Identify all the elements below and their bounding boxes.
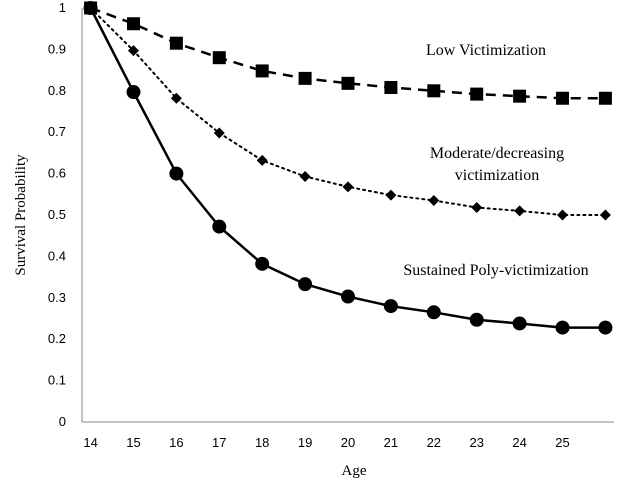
- y-tick-label: 0.3: [48, 290, 66, 305]
- data-point-circle: [126, 85, 141, 100]
- series-sustained-poly-victimization: [83, 1, 613, 335]
- data-point-square: [513, 89, 527, 103]
- y-tick-label: 0.5: [48, 207, 66, 222]
- series-label: victimization: [455, 167, 539, 184]
- data-point-square: [255, 64, 269, 78]
- series-label: Moderate/decreasing: [430, 145, 564, 162]
- x-tick-label: 18: [255, 435, 269, 450]
- series-label: Sustained Poly-victimization: [403, 262, 588, 279]
- data-point-circle: [341, 289, 355, 304]
- axes: 0 0.1 0.2 0.3 0.4 0.5 0.6 0.7 0.8 0.9 1 14 15 16 17 18 1…: [48, 0, 614, 450]
- series-low-victimization: [84, 1, 612, 105]
- y-tick-label: 1: [59, 0, 66, 15]
- data-point-circle: [212, 219, 227, 234]
- x-tick-label: 22: [427, 435, 441, 450]
- data-point-diamond: [385, 189, 397, 201]
- data-point-diamond: [127, 45, 139, 57]
- data-point-square: [126, 17, 140, 31]
- data-point-diamond: [299, 170, 311, 182]
- data-point-circle: [83, 1, 98, 15]
- data-point-diamond: [256, 154, 268, 166]
- y-tick-label: 0: [59, 414, 66, 429]
- data-point-square: [169, 36, 183, 50]
- data-point-square: [598, 91, 612, 105]
- series-layer: [83, 1, 613, 335]
- data-point-square: [298, 71, 312, 85]
- series-label: Low Victimization: [426, 42, 546, 59]
- data-point-square: [341, 76, 355, 90]
- data-point-square: [212, 51, 226, 65]
- data-point-diamond: [599, 209, 611, 221]
- data-point-circle: [298, 277, 313, 292]
- data-point-circle: [169, 166, 184, 181]
- data-point-circle: [469, 312, 484, 327]
- data-point-square: [384, 80, 398, 94]
- data-point-circle: [512, 316, 527, 331]
- data-point-diamond: [514, 205, 526, 217]
- x-tick-label: 20: [341, 435, 355, 450]
- x-tick-label: 16: [169, 435, 183, 450]
- data-point-square: [470, 87, 484, 101]
- x-tick-label: 23: [469, 435, 483, 450]
- data-point-circle: [598, 320, 613, 335]
- labels-layer: Low Victimization Moderate/decreasing vict…: [403, 42, 588, 279]
- data-point-circle: [555, 320, 570, 335]
- data-point-circle: [255, 256, 270, 271]
- data-point-diamond: [213, 127, 225, 139]
- y-tick-label: 0.9: [48, 41, 66, 56]
- y-tick-label: 0.8: [48, 83, 66, 98]
- data-point-diamond: [557, 209, 569, 221]
- x-tick-label: 19: [298, 435, 312, 450]
- y-tick-label: 0.4: [48, 248, 66, 263]
- data-point-diamond: [471, 202, 483, 214]
- data-point-square: [427, 84, 441, 98]
- x-tick-label: 21: [384, 435, 398, 450]
- x-tick-label: 24: [512, 435, 526, 450]
- y-axis-title: Survival Probability: [13, 154, 29, 276]
- y-tick-label: 0.1: [48, 373, 66, 388]
- data-point-diamond: [170, 92, 182, 104]
- x-tick-label: 17: [212, 435, 226, 450]
- x-axis-title: Age: [342, 463, 367, 479]
- x-tick-label: 14: [83, 435, 97, 450]
- x-tick-label: 25: [555, 435, 569, 450]
- data-point-square: [556, 91, 570, 105]
- data-point-diamond: [342, 181, 354, 193]
- y-tick-label: 0.2: [48, 331, 66, 346]
- data-point-diamond: [428, 195, 440, 207]
- y-tick-label: 0.6: [48, 166, 66, 181]
- data-point-circle: [383, 299, 398, 314]
- series-moderate-decreasing-victimization: [85, 2, 611, 221]
- x-tick-label: 15: [126, 435, 140, 450]
- y-tick-label: 0.7: [48, 124, 66, 139]
- data-point-circle: [426, 305, 441, 320]
